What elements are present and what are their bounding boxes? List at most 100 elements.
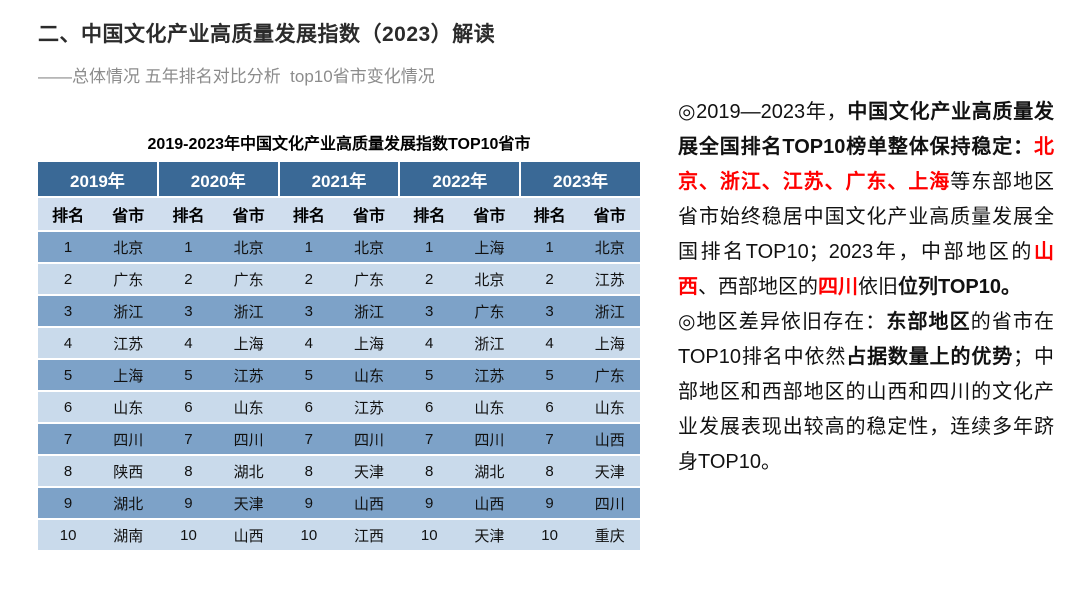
rank-cell: 6: [304, 398, 314, 416]
body-text: ；中部地区和西部地区的山西和四川的文化产业发展表现出较高的稳定性，连续多年跻身T…: [678, 346, 1055, 473]
province-cell: 浙江: [113, 303, 144, 321]
rank-cell: 3: [545, 302, 554, 320]
rank-cell: 2: [184, 270, 193, 288]
highlight-red-text: 四川: [818, 276, 858, 298]
province-cell: 浙江: [354, 303, 385, 321]
rank-cell: 10: [300, 526, 318, 544]
province-cell: 浙江: [594, 303, 625, 321]
rank-cell: 10: [59, 526, 77, 544]
rank-cell: 6: [425, 398, 434, 416]
province-header-cell: 省市: [353, 208, 386, 225]
rank-cell: 1: [545, 238, 554, 256]
province-cell: 北京: [354, 239, 385, 257]
emphasis-text: 位列TOP10。: [898, 276, 1021, 298]
table-row: 9 湖北 9 天津 9 山西 9 山西 9 四川: [38, 488, 640, 518]
highlight-red-text: 山西: [678, 241, 1054, 298]
province-header-cell: 省市: [473, 208, 506, 225]
rank-cell: 9: [425, 494, 434, 512]
rank-cell: 8: [304, 462, 314, 480]
body-text: 依旧: [858, 276, 898, 298]
rank-cell: 6: [545, 398, 554, 416]
emphasis-text: 东部地区: [886, 311, 971, 333]
rank-cell: 3: [63, 302, 73, 320]
rank-header-cell: 排名: [172, 208, 205, 225]
province-cell: 四川: [233, 431, 264, 449]
province-cell: 上海: [354, 335, 385, 353]
province-cell: 山西: [474, 495, 505, 513]
province-cell: 山西: [233, 527, 264, 545]
rank-cell: 2: [304, 270, 314, 288]
province-cell: 江苏: [233, 367, 264, 385]
page-title: 二、中国文化产业高质量发展指数（2023）解读: [38, 23, 496, 46]
body-text: 、西部地区的: [698, 276, 818, 298]
note-paragraph: ◎地区差异依旧存在：东部地区的省市在TOP10排名中依然占据数量上的优势；中部地…: [678, 305, 1054, 480]
province-cell: 四川: [113, 431, 144, 449]
province-cell: 广东: [474, 303, 505, 321]
province-cell: 天津: [594, 463, 625, 481]
table-row: 2 广东 2 广东 2 广东 2 北京 2 江苏: [38, 264, 640, 294]
rank-cell: 4: [425, 334, 434, 352]
province-cell: 湖北: [474, 463, 505, 481]
rank-cell: 7: [63, 430, 73, 448]
year-header-cell: 2020年: [158, 162, 278, 196]
table-row: 10 湖南 10 山西 10 江西 10 天津 10 重庆: [38, 520, 640, 550]
rank-cell: 6: [63, 398, 73, 416]
table-year-header-row: 2019年 2020年 2021年 2022年 2023年: [38, 162, 640, 196]
year-header-cell: 2023年: [521, 162, 640, 196]
province-cell: 浙江: [233, 303, 264, 321]
emphasis-text: 中国文化产业高质量发展全国排名TOP10榜单整体保持稳定：: [678, 101, 1055, 158]
rank-cell: 10: [420, 526, 438, 544]
rank-cell: 2: [425, 270, 434, 288]
rank-cell: 8: [184, 462, 193, 480]
province-cell: 广东: [233, 271, 264, 289]
rank-cell: 10: [180, 526, 197, 544]
table-section: 2019-2023年中国文化产业高质量发展指数TOP10省市 2019年 2020…: [38, 130, 640, 550]
rank-cell: 1: [425, 238, 434, 256]
province-cell: 山东: [113, 399, 144, 417]
province-cell: 山东: [354, 367, 385, 385]
province-cell: 山西: [594, 431, 625, 449]
highlight-red-text: 北京、浙江、江苏、广东、上海: [678, 136, 1054, 193]
province-cell: 江苏: [354, 399, 385, 417]
province-cell: 广东: [594, 367, 625, 385]
province-cell: 天津: [354, 463, 385, 481]
rank-cell: 1: [304, 238, 314, 256]
province-cell: 湖北: [233, 463, 264, 481]
table-subheader-row: 排名 省市 排名 省市 排名 省市 排名 省市 排名 省市: [38, 198, 640, 230]
page-subtitle: ——总体情况 五年排名对比分析 top10省市变化情况: [38, 67, 435, 86]
rank-cell: 9: [545, 494, 554, 512]
table-row: 6 山东 6 山东 6 江苏 6 山东 6 山东: [38, 392, 640, 422]
province-cell: 湖北: [113, 495, 144, 513]
rank-cell: 3: [184, 302, 193, 320]
rank-cell: 8: [545, 462, 554, 480]
province-cell: 天津: [233, 495, 264, 513]
province-cell: 上海: [233, 335, 264, 353]
rank-cell: 5: [304, 366, 314, 384]
province-cell: 江苏: [594, 271, 625, 289]
province-cell: 陕西: [113, 463, 144, 481]
province-cell: 江苏: [474, 367, 505, 385]
rank-cell: 4: [304, 334, 314, 352]
rank-cell: 5: [184, 366, 193, 384]
rank-cell: 7: [304, 430, 314, 448]
rank-cell: 2: [545, 270, 554, 288]
emphasis-text: 占据数量上的优势: [846, 346, 1014, 368]
rank-cell: 6: [184, 398, 193, 416]
table-row: 5 上海 5 江苏 5 山东 5 江苏 5 广东: [38, 360, 640, 390]
province-cell: 浙江: [474, 335, 505, 353]
rank-header-cell: 排名: [52, 208, 85, 225]
province-header-cell: 省市: [593, 208, 626, 225]
rank-cell: 8: [425, 462, 434, 480]
body-text: 的省市在TOP10排名中依然: [678, 311, 1055, 368]
rank-cell: 4: [184, 334, 193, 352]
rank-cell: 10: [541, 526, 558, 544]
year-header-cell: 2022年: [400, 162, 520, 196]
rank-cell: 1: [184, 238, 193, 256]
rank-cell: 3: [304, 302, 314, 320]
table-row: 4 江苏 4 上海 4 上海 4 浙江 4 上海: [38, 328, 640, 358]
province-cell: 四川: [594, 495, 625, 513]
province-cell: 广东: [113, 271, 144, 289]
rank-cell: 1: [63, 238, 73, 256]
rank-header-cell: 排名: [413, 208, 446, 225]
